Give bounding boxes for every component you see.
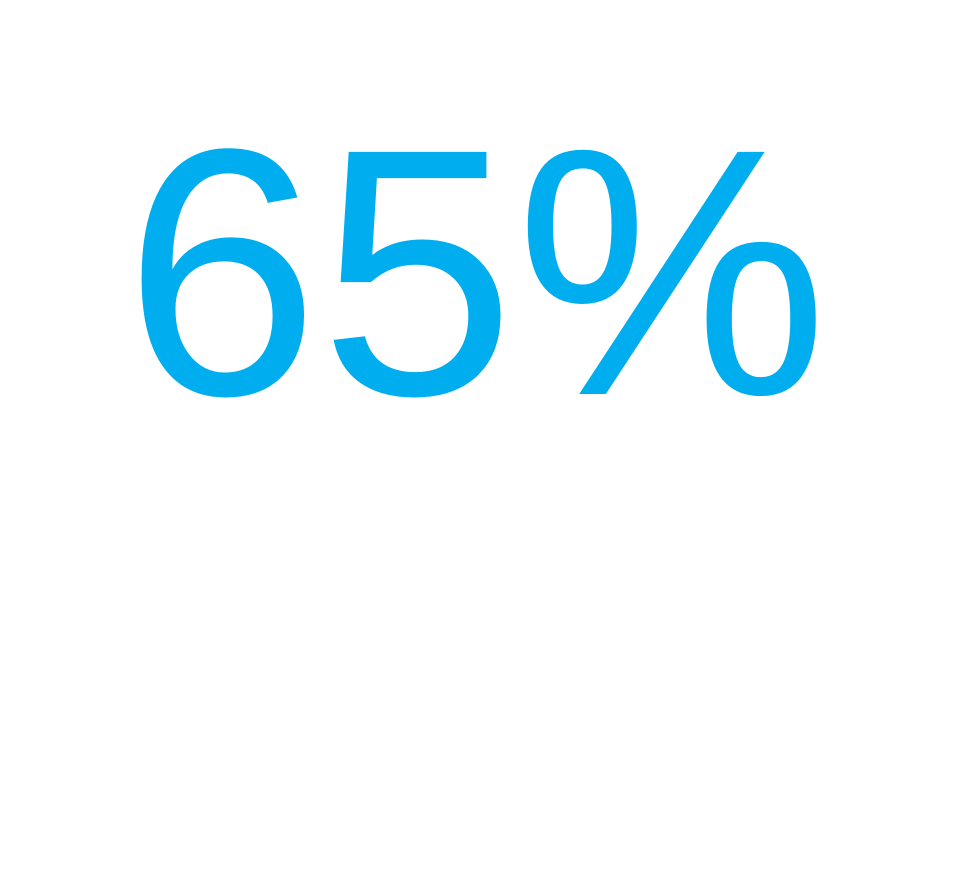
headline-stat: 65% [124,75,829,469]
